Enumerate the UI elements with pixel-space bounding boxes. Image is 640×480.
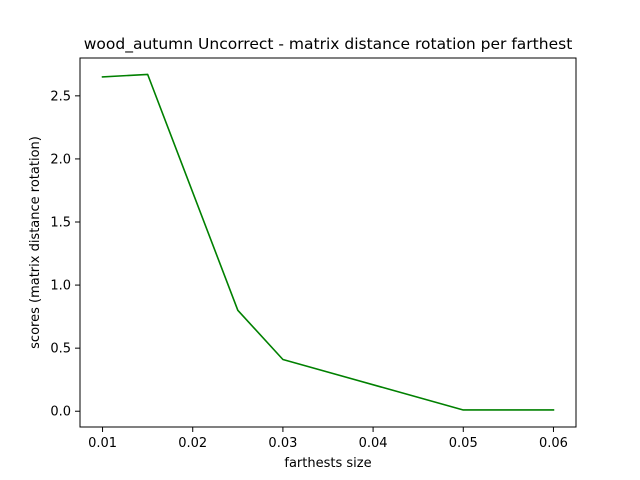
y-tick-label: 1.5 [50, 216, 71, 231]
series-layer [101, 73, 555, 411]
x-tick-label: 0.05 [449, 436, 478, 451]
y-axis-ticks: 0.0 0.5 1.0 1.5 2.0 2.5 [50, 89, 80, 420]
y-tick-label: 2.0 [50, 152, 71, 167]
y-tick-label: 0.0 [50, 405, 71, 420]
x-axis-ticks: 0.01 0.02 0.03 0.04 0.05 0.06 [88, 427, 568, 451]
y-axis-label: scores (matrix distance rotation) [28, 136, 43, 349]
y-tick-label: 0.5 [50, 342, 71, 357]
chart-title: wood_autumn Uncorrect - matrix distance … [84, 35, 573, 54]
series-line-0 [101, 73, 555, 411]
x-tick-label: 0.02 [178, 436, 207, 451]
y-tick-label: 1.0 [50, 279, 71, 294]
x-tick-label: 0.01 [88, 436, 117, 451]
x-tick-label: 0.06 [539, 436, 568, 451]
plot-area-frame [79, 57, 577, 428]
y-tick-label: 2.5 [50, 89, 71, 104]
x-tick-label: 0.03 [268, 436, 297, 451]
x-axis-label: farthests size [284, 456, 371, 471]
x-tick-label: 0.04 [359, 436, 388, 451]
